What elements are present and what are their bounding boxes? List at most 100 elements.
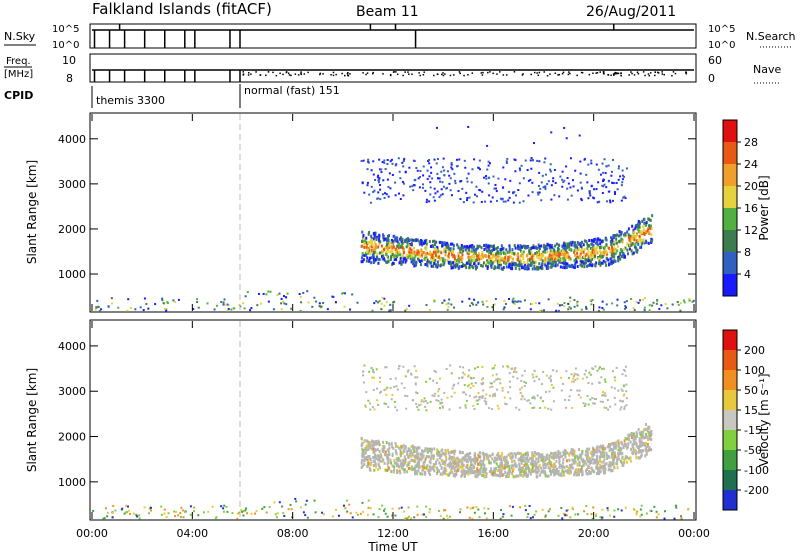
power-echo xyxy=(623,195,626,198)
velocity-echo xyxy=(362,510,365,513)
velocity-echo xyxy=(650,448,653,452)
power-echo xyxy=(464,166,467,169)
velocity-echo xyxy=(181,509,184,512)
velocity-echo xyxy=(562,512,565,515)
power-echo xyxy=(366,250,369,254)
power-echo xyxy=(467,125,470,128)
velocity-echo xyxy=(644,427,647,431)
power-echo xyxy=(597,168,600,171)
velocity-echo xyxy=(461,471,464,475)
nave-dot xyxy=(602,71,605,73)
power-echo xyxy=(481,300,484,303)
power-echo xyxy=(491,262,494,266)
velocity-echo xyxy=(520,394,523,397)
power-echo xyxy=(487,164,490,167)
velocity-echo xyxy=(445,469,448,473)
velocity-echo xyxy=(363,364,366,367)
power-echo xyxy=(424,241,427,245)
power-echo xyxy=(373,189,376,192)
nave-dot xyxy=(567,73,570,76)
velocity-echo xyxy=(636,510,639,513)
velocity-echo xyxy=(649,430,652,434)
power-echo xyxy=(489,162,492,165)
power-echo xyxy=(545,247,548,251)
power-echo xyxy=(528,249,531,253)
velocity-echo xyxy=(497,407,500,410)
velocity-echo xyxy=(463,469,466,473)
velocity-echo xyxy=(608,464,611,468)
velocity-echo xyxy=(488,459,491,463)
velocity-echo xyxy=(565,459,568,463)
power-echo xyxy=(626,230,629,234)
velocity-echo xyxy=(189,513,192,516)
velocity-echo xyxy=(484,474,487,478)
power-echo xyxy=(573,263,576,267)
power-echo xyxy=(549,261,552,265)
velocity-echo xyxy=(526,464,529,468)
power-echo xyxy=(688,297,691,300)
velocity-echo xyxy=(493,456,496,460)
power-echo xyxy=(475,185,478,188)
velocity-echo xyxy=(244,509,247,512)
power-echo xyxy=(526,264,529,268)
power-echo xyxy=(368,245,371,249)
power-echo xyxy=(443,247,446,251)
power-echo xyxy=(562,265,565,269)
power-colorbar-tick-label: 8 xyxy=(744,246,751,259)
velocity-echo xyxy=(282,512,285,515)
power-echo xyxy=(618,230,621,234)
power-echo xyxy=(461,257,464,261)
power-echo xyxy=(381,255,384,259)
power-echo xyxy=(664,302,667,305)
power-echo xyxy=(512,297,515,300)
power-echo xyxy=(589,255,592,259)
velocity-echo xyxy=(442,461,445,465)
power-echo xyxy=(516,263,519,267)
velocity-echo xyxy=(403,468,406,472)
power-echo xyxy=(463,245,466,249)
power-echo xyxy=(384,250,387,254)
velocity-echo xyxy=(649,509,652,512)
velocity-echo xyxy=(407,461,410,465)
velocity-echo xyxy=(439,377,442,380)
power-echo xyxy=(565,137,568,140)
power-echo xyxy=(244,295,247,298)
velocity-echo xyxy=(586,451,589,455)
power-echo xyxy=(617,165,620,168)
power-echo xyxy=(531,181,534,184)
velocity-echo xyxy=(518,465,521,469)
power-echo xyxy=(458,265,461,269)
power-echo xyxy=(377,235,380,239)
power-echo xyxy=(165,309,168,312)
power-echo xyxy=(466,249,469,253)
power-echo xyxy=(386,247,389,251)
power-echo xyxy=(280,302,283,305)
power-echo xyxy=(386,243,389,247)
velocity-echo xyxy=(646,444,649,448)
velocity-echo xyxy=(321,511,324,514)
velocity-echo xyxy=(604,378,607,381)
power-echo xyxy=(440,170,443,173)
velocity-echo xyxy=(617,442,620,446)
power-echo xyxy=(452,250,455,254)
power-echo xyxy=(373,302,376,305)
power-echo xyxy=(464,248,467,252)
velocity-echo xyxy=(470,460,473,464)
nave-label: Nave xyxy=(753,63,781,76)
velocity-echo xyxy=(535,475,538,479)
power-echo xyxy=(534,245,537,249)
power-echo xyxy=(243,307,246,310)
velocity-echo xyxy=(388,467,391,471)
power-echo xyxy=(444,250,447,254)
power-echo xyxy=(613,246,616,250)
velocity-echo xyxy=(464,455,467,459)
velocity-echo xyxy=(379,376,382,379)
power-echo xyxy=(564,255,567,259)
power-echo xyxy=(110,297,113,300)
velocity-echo xyxy=(345,499,348,502)
power-echo xyxy=(622,174,625,177)
power-echo xyxy=(531,255,534,259)
velocity-echo xyxy=(434,392,437,395)
power-echo xyxy=(380,171,383,174)
velocity-echo xyxy=(531,463,534,467)
